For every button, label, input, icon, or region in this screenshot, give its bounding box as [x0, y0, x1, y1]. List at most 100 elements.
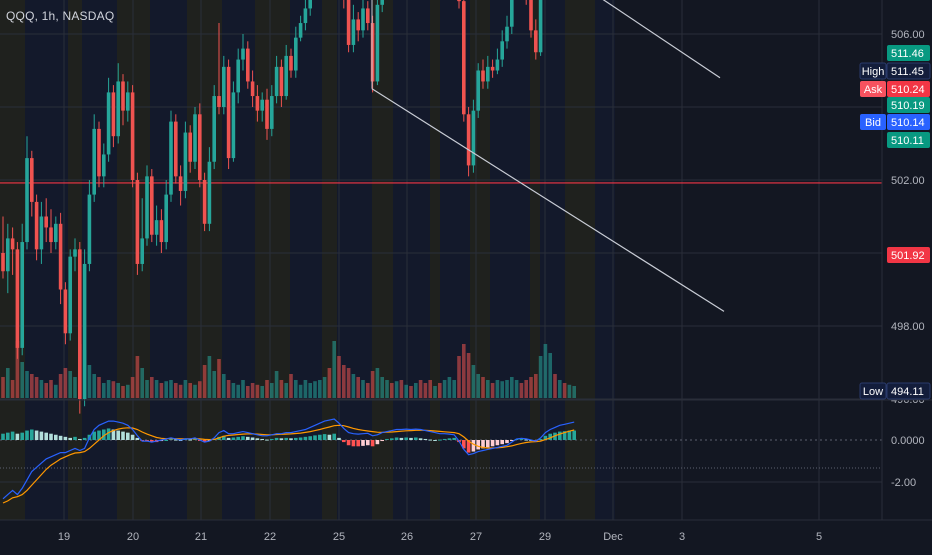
channel-lower-line: [371, 88, 725, 312]
volume-bar: [572, 386, 576, 398]
price-tag-box: [859, 382, 887, 400]
macd-histogram-bar: [337, 437, 341, 440]
candle-body: [126, 92, 130, 111]
volume-bar: [159, 383, 164, 398]
volume-bar: [30, 374, 34, 398]
x-tick-label: 25: [333, 531, 345, 543]
macd-histogram-bar: [346, 440, 351, 446]
macd-histogram-bar: [39, 431, 44, 440]
candle-body: [370, 23, 375, 82]
volume-bar: [370, 371, 375, 398]
macd-histogram-bar: [106, 428, 111, 440]
macd-histogram-bar: [366, 440, 370, 446]
price-tag-box: [860, 114, 886, 130]
y-tick-label: 502.00: [891, 175, 925, 187]
candle-body: [159, 220, 164, 243]
macd-histogram-bar: [265, 439, 269, 441]
volume-bar: [174, 383, 178, 398]
volume-bar: [418, 380, 423, 398]
macd-histogram-bar: [1, 433, 5, 440]
macd-histogram-bar: [442, 438, 447, 440]
x-tick-label: 26: [401, 531, 413, 543]
candle-body: [207, 161, 212, 224]
x-tick-label: 21: [195, 531, 207, 543]
candle-body: [351, 19, 356, 45]
volume-bar: [337, 356, 341, 398]
volume-bar: [92, 374, 96, 398]
macd-histogram-bar: [6, 432, 10, 440]
y-tick-label: 506.00: [891, 29, 925, 41]
volume-bar: [87, 365, 92, 398]
volume-bar: [150, 377, 154, 398]
price-label-value: 510.19: [891, 100, 925, 112]
macd-histogram-bar: [188, 439, 192, 441]
price-label: 510.11: [887, 132, 930, 148]
volume-bar: [241, 380, 245, 398]
volume-bar: [380, 377, 384, 398]
price-label-box: [887, 132, 930, 148]
volume-bar: [10, 380, 15, 398]
macd-histogram-bar: [385, 438, 389, 440]
macd-histogram-bar: [169, 438, 173, 440]
volume-bar: [154, 380, 159, 398]
macd-histogram-bar: [447, 438, 452, 440]
macd-histogram-bar: [164, 440, 168, 441]
macd-histogram-bar: [308, 436, 312, 440]
volume-bar: [44, 383, 48, 398]
volume-bar: [260, 386, 264, 398]
volume-bar: [361, 380, 365, 398]
volume-bar: [236, 384, 240, 398]
volume-bar: [447, 377, 452, 398]
candle-body: [25, 158, 29, 243]
candle-body: [462, 1, 466, 115]
volume-bar: [332, 341, 336, 398]
macd-histogram-bar: [356, 440, 360, 447]
volume-bar: [313, 381, 317, 398]
macd-histogram-bar: [226, 437, 231, 440]
macd-histogram-bar: [126, 432, 130, 440]
price-label-box: [887, 45, 930, 61]
volume-bar: [342, 365, 346, 398]
macd-histogram-bar: [562, 431, 567, 440]
candle-body: [169, 121, 173, 195]
macd-histogram-bar: [500, 440, 504, 445]
volume-bar: [500, 381, 504, 398]
macd-histogram-bar: [30, 429, 34, 440]
volume-bar: [524, 380, 528, 398]
volume-bar: [6, 368, 10, 398]
volume-bar: [567, 384, 572, 398]
macd-histogram-bar: [92, 431, 96, 440]
candle-body: [15, 249, 20, 348]
candle-body: [217, 96, 221, 107]
volume-bar: [558, 380, 562, 398]
macd-histogram-bar: [222, 435, 226, 440]
macd-histogram-bar: [399, 437, 404, 440]
candle-body: [486, 66, 490, 82]
volume-bar: [39, 380, 44, 398]
macd-histogram-bar: [49, 433, 53, 440]
macd-histogram-bar: [130, 434, 135, 440]
volume-bar: [495, 380, 500, 398]
candle-body: [255, 96, 260, 111]
volume-bar: [534, 374, 538, 398]
volume-bar: [409, 386, 413, 398]
candle-body: [279, 66, 284, 97]
macd-histogram-bar: [121, 431, 125, 440]
volume-bar: [390, 383, 394, 398]
candle-body: [375, 4, 380, 82]
volume-bar: [356, 377, 360, 398]
volume-bar: [351, 374, 356, 398]
candle-body: [241, 48, 245, 60]
volume-bar: [548, 353, 552, 398]
candle-body: [490, 66, 495, 71]
y-tick-label: 498.00: [891, 321, 925, 333]
price-tag-text: Ask: [864, 84, 883, 96]
volume-bar: [49, 380, 53, 398]
candle-body: [265, 99, 269, 129]
candle-body: [164, 194, 168, 243]
candle-body: [121, 81, 125, 111]
volume-bar: [476, 374, 480, 398]
x-tick-label: 3: [679, 531, 685, 543]
